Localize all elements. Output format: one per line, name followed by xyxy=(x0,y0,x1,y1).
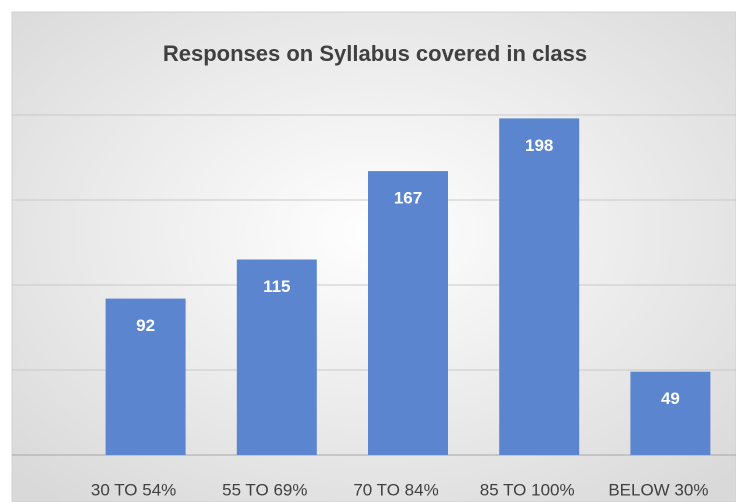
x-tick-label: 85 TO 100% xyxy=(480,480,575,499)
data-label: 92 xyxy=(136,316,155,335)
data-label: 167 xyxy=(394,189,422,208)
bar xyxy=(236,259,317,455)
x-tick-label: 55 TO 69% xyxy=(222,480,307,499)
bar xyxy=(368,171,448,455)
chart-title: Responses on Syllabus covered in class xyxy=(163,41,587,66)
data-label: 198 xyxy=(525,136,553,155)
x-tick-label: 30 TO 54% xyxy=(91,480,176,499)
x-tick-label: BELOW 30% xyxy=(608,480,708,499)
data-label: 49 xyxy=(661,389,680,408)
bar xyxy=(105,298,186,455)
bar xyxy=(499,118,580,456)
x-tick-label: 70 TO 84% xyxy=(353,480,438,499)
data-label: 115 xyxy=(263,277,290,296)
bar xyxy=(630,371,711,455)
